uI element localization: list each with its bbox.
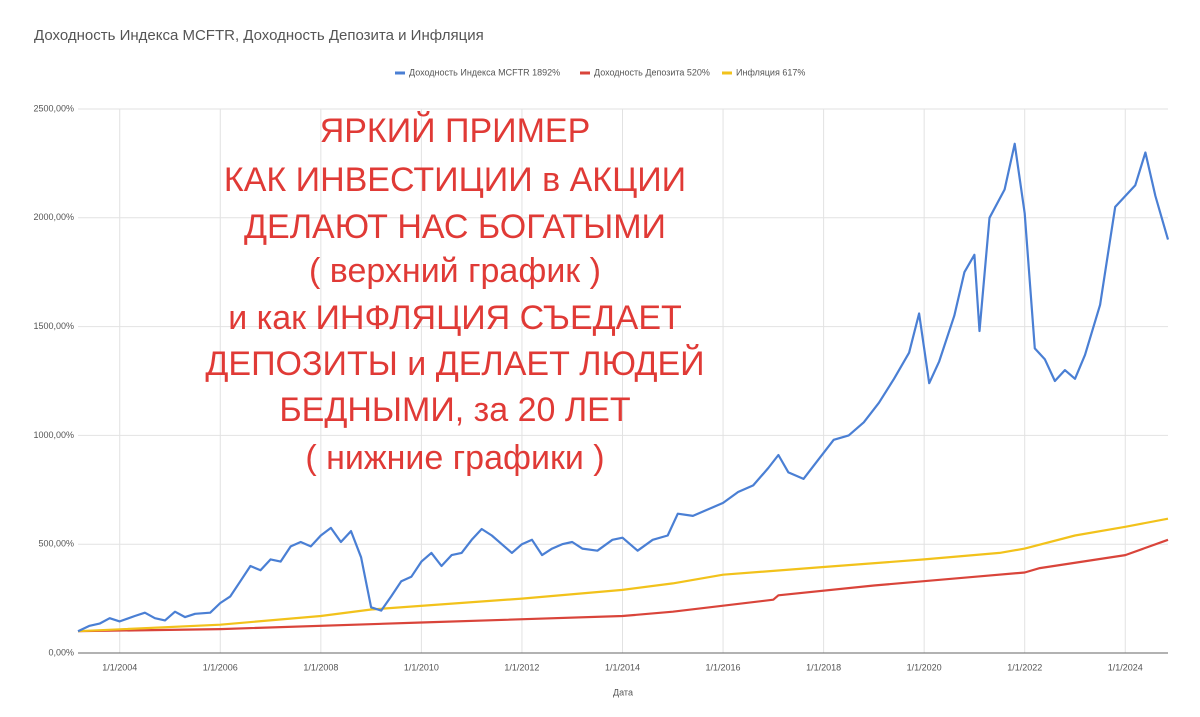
x-tick-label: 1/1/2018 (806, 662, 841, 672)
chart-title: Доходность Индекса MCFTR, Доходность Деп… (34, 27, 484, 44)
x-tick-label: 1/1/2008 (303, 662, 338, 672)
y-tick-label: 2000,00% (33, 212, 74, 222)
x-tick-label: 1/1/2010 (404, 662, 439, 672)
annotation: ЯРКИЙ ПРИМЕР (320, 112, 591, 150)
legend-label: Доходность Индекса MCFTR 1892% (409, 67, 560, 77)
legend-label: Инфляция 617% (736, 67, 805, 77)
annotation: и как ИНФЛЯЦИЯ СЪЕДАЕТ (228, 299, 682, 337)
series-line (77, 517, 1169, 633)
annotation: ( верхний график ) (309, 252, 601, 290)
x-tick-label: 1/1/2012 (504, 662, 539, 672)
annotation: ДЕПОЗИТЫ и ДЕЛАЕТ ЛЮДЕЙ (205, 345, 704, 383)
annotation: ДЕЛАЮТ НАС БОГАТЫМИ (244, 208, 666, 246)
x-axis-label: Дата (613, 687, 633, 697)
x-tick-label: 1/1/2024 (1108, 662, 1143, 672)
x-tick-label: 1/1/2004 (102, 662, 137, 672)
annotation: КАК ИНВЕСТИЦИИ в АКЦИИ (224, 161, 686, 199)
annotation: БЕДНЫМИ, за 20 ЛЕТ (279, 391, 630, 429)
x-tick-label: 1/1/2014 (605, 662, 640, 672)
y-tick-label: 500,00% (38, 539, 74, 549)
x-tick-label: 1/1/2006 (203, 662, 238, 672)
x-tick-label: 1/1/2022 (1007, 662, 1042, 672)
x-tick-label: 1/1/2020 (907, 662, 942, 672)
series-line (77, 538, 1169, 633)
annotation: ( нижние графики ) (305, 439, 604, 477)
legend-label: Доходность Депозита 520% (594, 67, 710, 77)
y-tick-label: 2500,00% (33, 103, 74, 113)
y-tick-label: 1000,00% (33, 430, 74, 440)
y-tick-label: 1500,00% (33, 321, 74, 331)
x-tick-label: 1/1/2016 (706, 662, 741, 672)
y-tick-label: 0,00% (48, 647, 74, 657)
series-line (77, 142, 1170, 633)
